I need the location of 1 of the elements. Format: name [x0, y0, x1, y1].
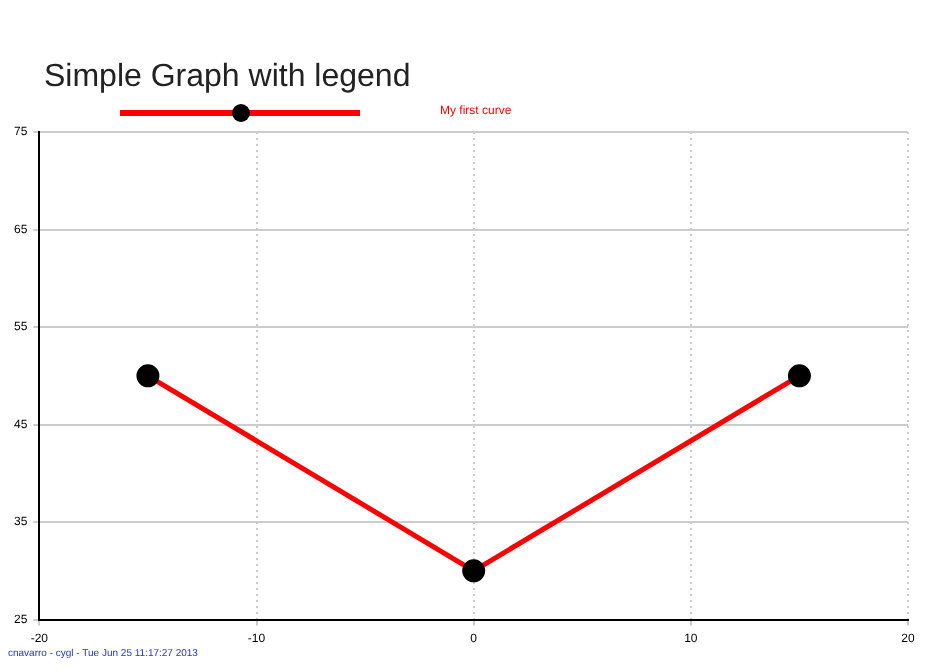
chart-title: Simple Graph with legend: [44, 60, 411, 96]
